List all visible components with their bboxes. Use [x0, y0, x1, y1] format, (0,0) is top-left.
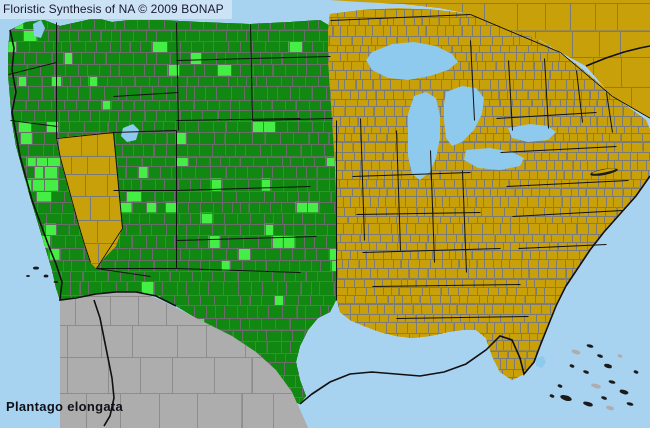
species-name-label: Plantago elongata: [6, 399, 124, 414]
map-title-text: Floristic Synthesis of NA © 2009 BONAP: [3, 2, 224, 16]
map-title-plaque: Floristic Synthesis of NA © 2009 BONAP: [0, 0, 232, 19]
species-caption: Plantago elongata: [6, 398, 123, 416]
